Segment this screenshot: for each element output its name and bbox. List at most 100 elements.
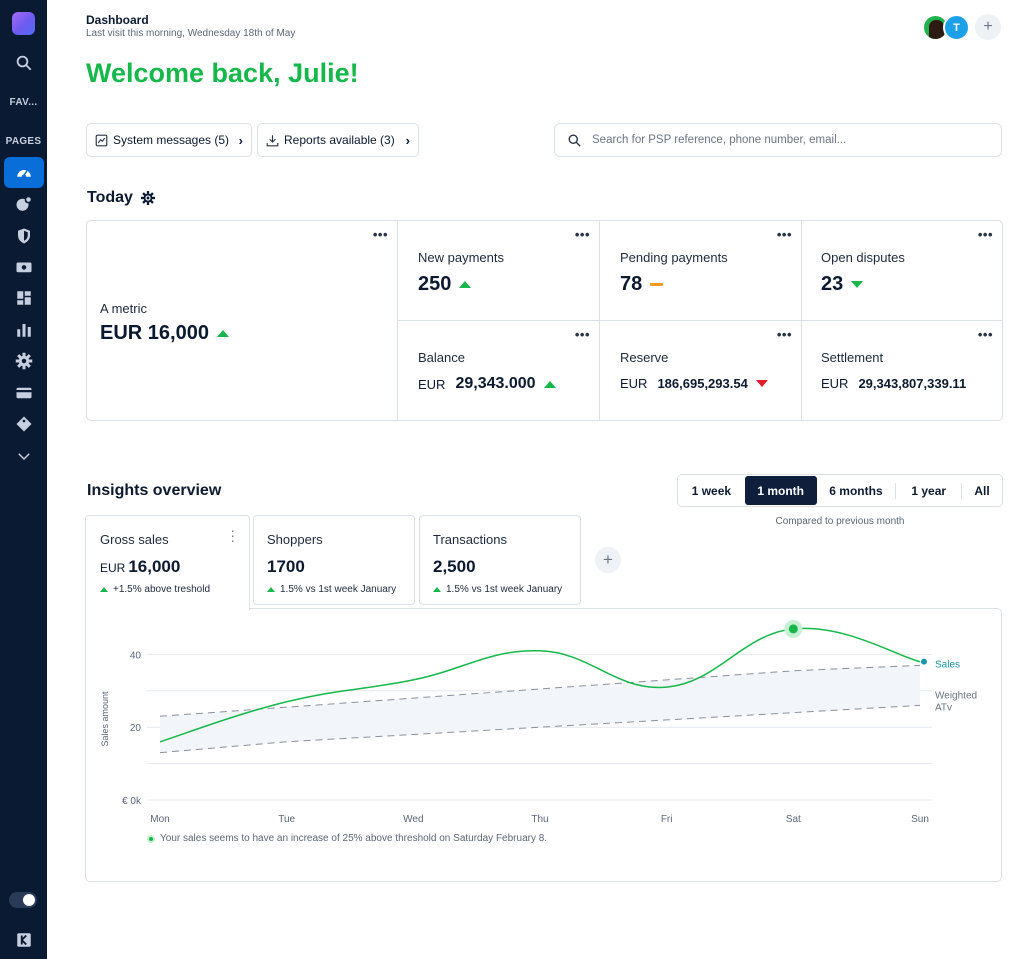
collapse-sidebar-icon[interactable] [12,928,36,952]
more-options-icon[interactable]: ••• [977,227,993,242]
gear-icon[interactable] [140,191,155,205]
chevron-right-icon: › [405,132,410,148]
metric-value-text: 29,343,807,339.11 [858,376,967,391]
metric-card-main[interactable]: ••• A metric EUR 16,000 [87,221,398,420]
threshold-band [160,665,920,753]
add-tab-button[interactable]: + [595,547,621,573]
search-bar[interactable] [554,123,1002,157]
chevron-down-icon[interactable] [12,444,36,468]
trend-up-icon [459,281,472,288]
metric-label: A metric [100,301,147,316]
metric-label: Open disputes [821,250,905,265]
x-tick-label: Mon [150,814,169,825]
metric-currency: EUR [620,376,648,391]
system-messages-button[interactable]: System messages (5) › [86,123,252,157]
favorites-label[interactable]: FAV... [9,97,38,108]
metric-value-text: 23 [821,273,844,295]
metric-value: 23 [821,273,864,296]
tab-value: 1700 [267,557,305,577]
metric-card-pending-payments[interactable]: ••• Pending payments 78 [600,221,802,321]
today-metrics-grid: ••• A metric EUR 16,000 ••• New payments… [86,220,1003,421]
metric-value: 250 [418,273,472,296]
range-6-months[interactable]: 6 months [829,483,883,498]
metric-value-text: 78 [620,273,643,295]
metric-value: EUR 29,343.000 [418,375,556,393]
reports-available-button[interactable]: Reports available (3) › [257,123,419,157]
x-tick-label: Thu [531,814,548,825]
system-messages-label: System messages (5) [113,133,230,147]
tab-note: 1.5% vs 1st week January [267,584,396,595]
range-1-year[interactable]: 1 year [911,483,947,498]
pie-icon[interactable] [12,192,36,216]
range-all[interactable]: All [974,483,990,498]
metric-card-balance[interactable]: ••• Balance EUR 29,343.000 [398,321,600,420]
tab-transactions[interactable]: Transactions 2,500 1.5% vs 1st week Janu… [419,515,581,605]
metric-card-settlement[interactable]: ••• Settlement EUR 29,343,807,339.11 [802,321,1002,420]
theme-toggle[interactable] [9,892,37,908]
tab-gross-sales[interactable]: Gross sales · · · EUR 16,000 +1.5% above tr… [85,515,250,610]
metric-card-new-payments[interactable]: ••• New payments 250 [398,221,600,321]
chart-annotation: Your sales seems to have an increase of … [147,833,547,844]
more-options-icon[interactable]: ••• [776,327,792,342]
metric-card-open-disputes[interactable]: ••• Open disputes 23 [802,221,1002,321]
dashboard-grid-icon[interactable] [12,286,36,310]
more-options-icon[interactable]: ••• [372,227,388,242]
kebab-menu-icon[interactable]: · · · [230,522,235,548]
chart-panel [85,608,1002,882]
tab-note-text: 1.5% vs 1st week January [280,584,397,595]
metric-value: 78 [620,273,664,296]
app-logo[interactable] [12,12,35,35]
pages-label: PAGES [5,136,42,147]
more-options-icon[interactable]: ••• [574,327,590,342]
range-divider [895,482,897,499]
y-tick-label: 20 [130,723,142,734]
metric-value: EUR 16,000 [100,322,229,345]
range-1-month[interactable]: 1 month [744,476,817,505]
welcome-heading: Welcome back, Julie! [86,58,359,88]
avatar-initial[interactable]: T [943,14,970,41]
tab-note-text: +1.5% above treshold [113,584,211,595]
tab-shoppers[interactable]: Shoppers 1700 1.5% vs 1st week January [253,515,415,605]
range-1-week[interactable]: 1 week [691,483,732,498]
gear-icon[interactable] [12,349,36,373]
series-label-weighted-line: ATv [935,702,952,713]
highlight-point[interactable] [788,624,798,634]
speedometer-icon[interactable] [12,161,36,185]
add-user-button[interactable]: + [975,14,1001,40]
metric-value-text: 186,695,293.54 [657,376,748,391]
metric-label: Settlement [821,350,884,365]
x-tick-label: Fri [661,814,673,825]
card-icon[interactable] [12,381,36,405]
download-icon [266,134,279,146]
tab-label: Gross sales [100,532,169,547]
metric-label: Reserve [620,350,669,365]
trend-up-icon [100,587,108,592]
metric-label: Pending payments [620,250,728,265]
search-icon[interactable] [12,51,36,75]
shield-icon[interactable] [12,224,36,248]
tab-label: Shoppers [267,532,323,547]
annotation-text: Your sales seems to have an increase of … [160,833,548,844]
annotation-dot-icon [147,834,155,843]
metric-card-reserve[interactable]: ••• Reserve EUR 186,695,293.54 [600,321,802,420]
avatar-photo [929,20,944,39]
bar-chart-icon[interactable] [12,318,36,342]
tab-label: Transactions [433,532,507,547]
cash-icon[interactable] [12,255,36,279]
sales-chart: € 0k 20 40 Sales amount Mon Tue Wed Thu Fri Sat Su… [100,619,977,825]
more-options-icon[interactable]: ••• [977,327,993,342]
chevron-right-icon: › [238,132,243,148]
page-title: Dashboard [86,13,149,27]
more-options-icon[interactable]: ••• [574,227,590,242]
more-options-icon[interactable]: ••• [776,227,792,242]
metric-value: EUR 186,695,293.54 [620,376,768,391]
tab-value-text: 2,500 [433,557,476,576]
search-input[interactable] [592,134,972,146]
sales-end-point [921,658,927,665]
series-label-sales: Sales [935,660,960,671]
tag-icon[interactable] [12,412,36,436]
sidebar: FAV... PAGES [0,0,47,959]
metric-label: New payments [418,250,504,265]
toggle-knob [23,894,35,906]
x-tick-label: Sat [786,814,801,825]
